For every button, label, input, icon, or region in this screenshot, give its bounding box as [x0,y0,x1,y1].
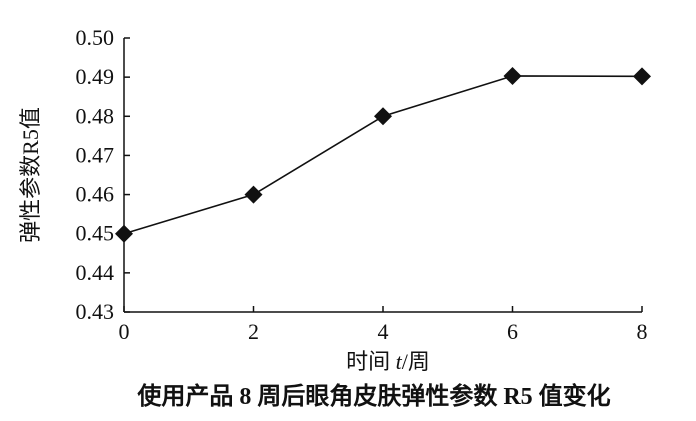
y-tick-label: 0.47 [76,142,115,167]
x-tick-label: 6 [507,319,518,344]
x-axis-label-variable: t [396,349,403,374]
y-ticks: 0.43 0.44 0.45 0.46 0.47 0.48 0.49 0.50 [76,25,130,324]
x-tick-label: 2 [248,319,259,344]
x-axis-label-prefix: 时间 [346,349,396,374]
series-line [123,75,643,235]
y-tick-label: 0.50 [76,25,115,50]
y-tick-label: 0.45 [76,221,115,246]
x-axis-label-suffix: /周 [402,349,430,374]
y-tick-label: 0.49 [76,64,115,89]
y-axis-label: 弹性参数R5值 [18,107,43,243]
x-axis-label: 时间 t/周 [346,349,430,374]
data-point-marker [244,185,263,204]
y-tick-label: 0.44 [76,260,115,285]
x-tick-label: 4 [378,319,389,344]
data-point-marker [503,66,522,85]
y-tick-label: 0.43 [76,299,115,324]
data-point-marker [115,224,133,243]
axes [123,38,642,313]
x-tick-label: 8 [637,319,648,344]
y-tick-label: 0.46 [76,182,115,207]
x-tick-label: 0 [119,319,130,344]
chart-title: 使用产品 8 周后眼角皮肤弹性参数 R5 值变化 [136,382,610,410]
data-point-marker [374,107,392,126]
x-ticks: 0 2 4 6 8 [119,306,648,344]
data-point-marker [633,67,651,86]
series-group [115,66,651,243]
y-tick-label: 0.48 [76,103,115,128]
